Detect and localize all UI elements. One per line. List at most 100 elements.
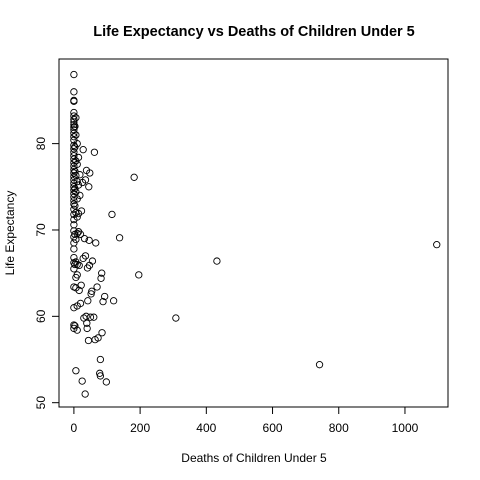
data-point	[70, 245, 78, 253]
data-point	[83, 324, 91, 333]
data-point	[73, 229, 81, 238]
y-tick-label: 50	[34, 396, 48, 410]
data-point	[70, 129, 78, 137]
data-point	[108, 210, 116, 219]
data-point	[70, 183, 78, 191]
data-point	[213, 257, 221, 265]
data-point	[72, 367, 80, 375]
data-point	[70, 200, 78, 208]
data-point	[79, 254, 87, 263]
data-point	[81, 176, 90, 184]
data-point	[82, 312, 90, 320]
data-point	[70, 133, 78, 141]
data-point	[72, 131, 80, 139]
data-point	[70, 155, 78, 163]
x-tick-label: 800	[329, 421, 349, 435]
data-point	[92, 239, 100, 247]
data-point	[70, 70, 78, 79]
data-point	[102, 378, 110, 386]
data-point	[83, 319, 91, 327]
data-point	[93, 283, 101, 291]
data-point	[90, 313, 98, 321]
data-point	[172, 314, 180, 322]
data-point	[70, 205, 78, 213]
data-point	[80, 234, 89, 243]
plot-frame	[58, 58, 449, 408]
data-point	[97, 274, 105, 282]
data-point	[85, 183, 93, 191]
data-point	[73, 160, 81, 168]
data-point	[90, 148, 99, 156]
data-point	[70, 321, 78, 329]
data-point	[99, 298, 107, 306]
data-point	[135, 271, 143, 279]
data-point	[81, 252, 90, 260]
data-point	[130, 173, 138, 181]
y-axis: 50 60 70 80	[34, 137, 59, 410]
data-point	[86, 313, 95, 321]
x-axis-label: Deaths of Children Under 5	[181, 451, 327, 465]
data-point	[71, 322, 79, 330]
data-point	[98, 269, 106, 277]
data-point	[70, 115, 78, 124]
data-point	[70, 253, 78, 262]
x-axis: 0 200 400 600 800 1000	[71, 407, 419, 435]
data-point	[101, 292, 109, 301]
data-point	[88, 287, 96, 295]
x-tick-label: 200	[130, 421, 150, 435]
data-point	[96, 372, 105, 380]
data-point	[75, 286, 83, 295]
data-point	[88, 257, 97, 265]
data-point	[74, 153, 83, 162]
data-point	[70, 97, 78, 105]
data-points	[70, 70, 441, 398]
data-point	[433, 241, 441, 249]
data-point	[70, 108, 78, 117]
data-point	[76, 171, 84, 179]
data-point	[74, 181, 83, 189]
x-tick-label: 1000	[392, 421, 419, 435]
data-point	[84, 297, 92, 305]
data-point	[76, 230, 85, 238]
data-point	[76, 299, 85, 308]
data-point	[84, 336, 93, 345]
data-point	[115, 234, 124, 242]
y-axis-label: Life Expectancy	[3, 191, 17, 276]
data-point	[96, 355, 105, 364]
data-point	[73, 139, 81, 148]
y-tick-label: 80	[34, 137, 48, 151]
y-tick-label: 60	[34, 309, 48, 323]
data-point	[70, 126, 78, 134]
data-point	[70, 148, 78, 156]
data-point	[71, 167, 79, 175]
data-point	[70, 88, 78, 96]
data-point	[75, 261, 83, 270]
data-point	[73, 271, 81, 279]
data-point	[70, 118, 78, 126]
data-point	[98, 329, 106, 337]
data-point	[77, 207, 86, 215]
data-point	[78, 377, 86, 385]
data-point	[70, 186, 78, 194]
data-point	[79, 146, 87, 154]
chart-title: Life Expectancy vs Deaths of Children Un…	[93, 24, 415, 40]
data-point	[94, 334, 102, 342]
data-point	[86, 169, 94, 177]
data-point	[315, 361, 324, 369]
y-tick-label: 70	[34, 223, 48, 237]
data-point	[71, 202, 79, 210]
data-point	[70, 120, 78, 129]
data-point	[73, 326, 81, 334]
data-point	[109, 297, 118, 305]
data-point	[73, 177, 81, 186]
data-point	[71, 122, 79, 131]
data-point	[73, 213, 81, 221]
data-point	[76, 191, 84, 200]
data-point	[85, 236, 93, 244]
data-point	[77, 281, 85, 289]
data-point	[72, 114, 80, 122]
data-point	[81, 390, 89, 398]
x-tick-label: 400	[196, 421, 216, 435]
x-tick-label: 600	[263, 421, 283, 435]
